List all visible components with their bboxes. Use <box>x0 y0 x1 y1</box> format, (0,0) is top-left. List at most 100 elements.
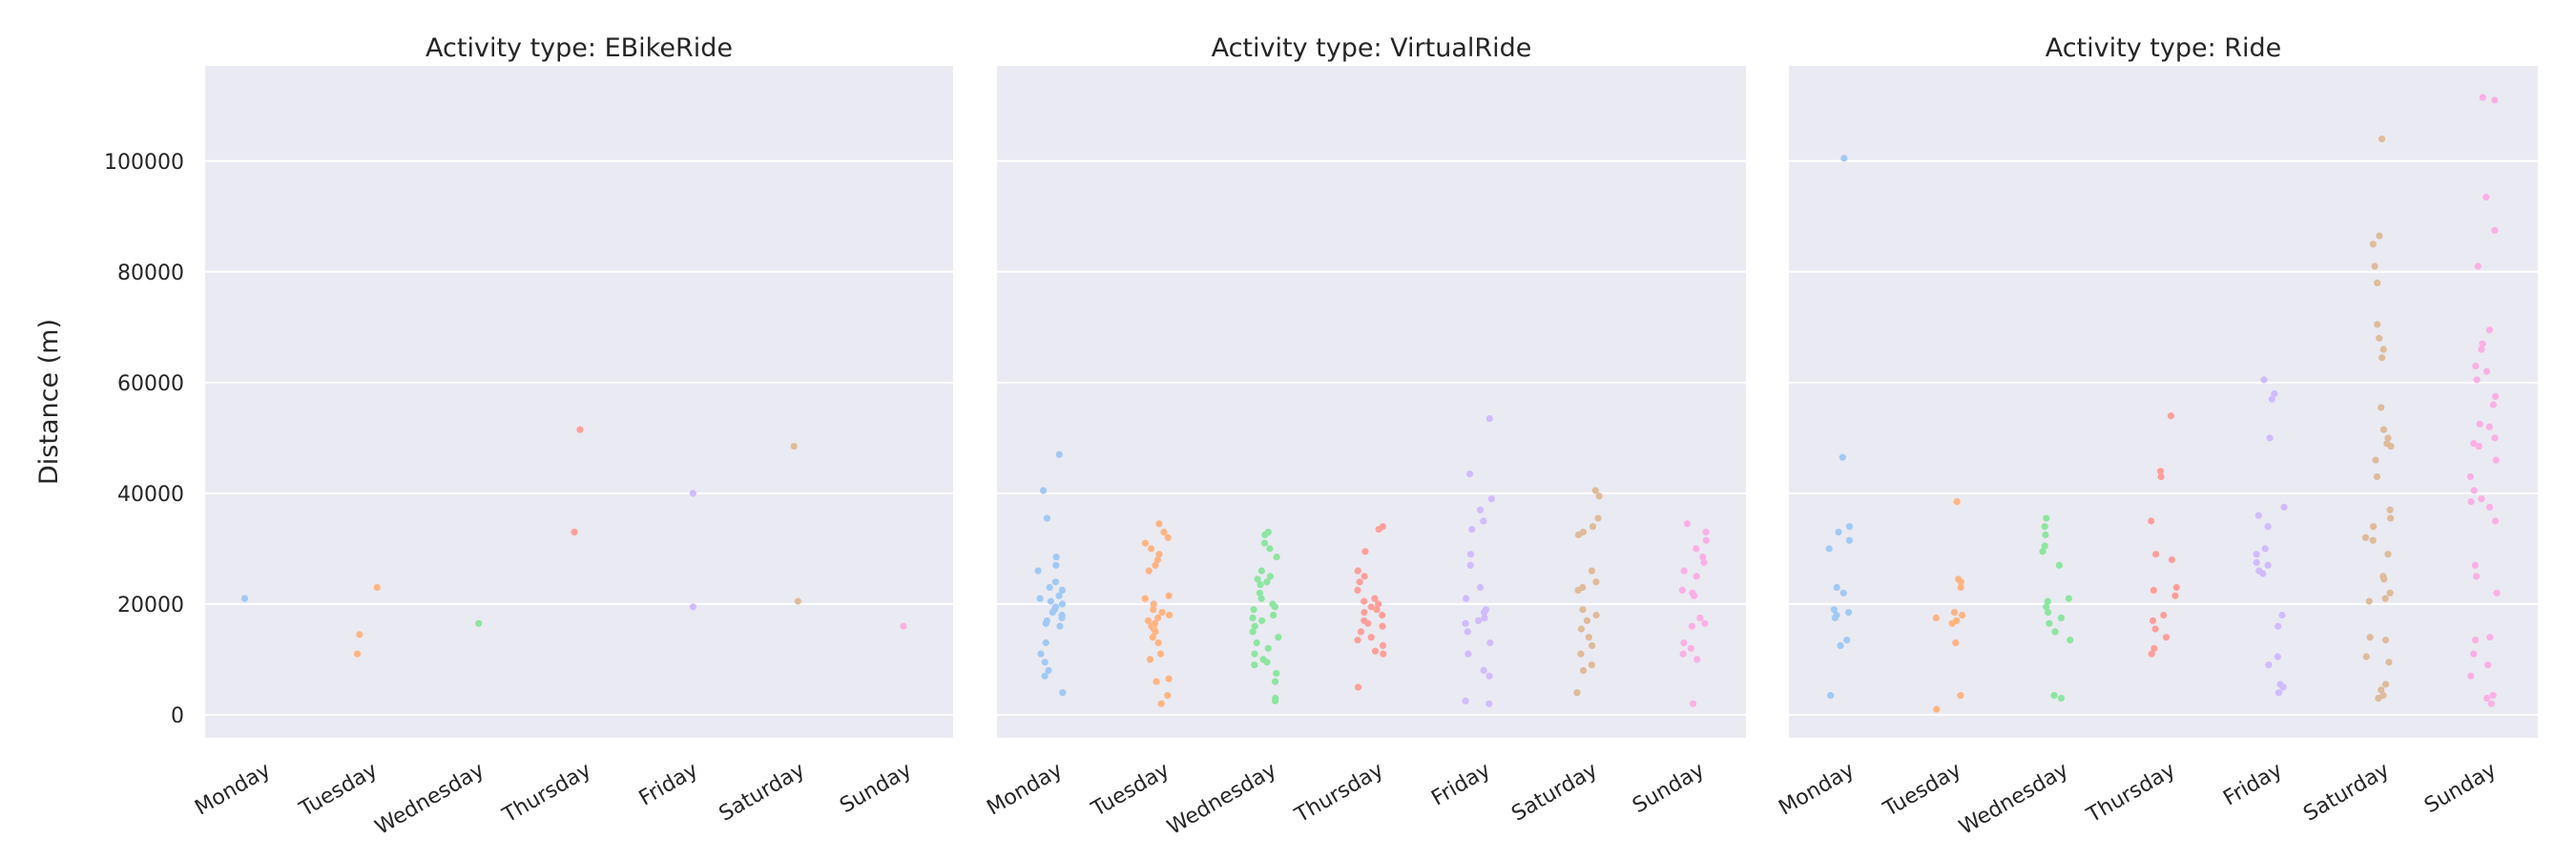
point <box>1260 539 1269 547</box>
point <box>2171 592 2179 599</box>
point <box>2148 517 2155 525</box>
x-tick-label: Saturday <box>716 759 809 827</box>
y-tick-label: 20000 <box>117 594 184 618</box>
point <box>2369 241 2377 248</box>
point <box>1273 553 1280 561</box>
point <box>2042 531 2049 538</box>
point <box>1157 700 1165 707</box>
point <box>1273 669 1280 678</box>
point <box>2386 589 2394 597</box>
point <box>1254 576 1261 583</box>
point <box>1361 608 1368 617</box>
point <box>1364 619 1372 627</box>
point <box>1058 586 1066 594</box>
point <box>2376 334 2383 343</box>
point <box>1380 650 1387 658</box>
x-tick-label: Thursday <box>2083 759 2180 828</box>
point <box>576 426 584 433</box>
panel-title: Activity type: VirtualRide <box>1212 33 1532 63</box>
point <box>2148 650 2155 658</box>
point <box>571 528 578 536</box>
point <box>1679 650 1687 658</box>
point <box>1155 520 1163 528</box>
point <box>1476 506 1485 513</box>
point <box>1371 647 1380 655</box>
point <box>1588 567 1596 575</box>
x-tick-label: Saturday <box>1507 759 1601 827</box>
point <box>2476 420 2483 428</box>
point <box>2362 653 2370 660</box>
point <box>1258 617 1266 624</box>
point <box>2474 262 2482 270</box>
point <box>1275 634 1282 641</box>
point <box>2384 434 2392 442</box>
point <box>1833 583 1840 592</box>
point <box>1480 666 1487 675</box>
x-tick-label: Wednesday <box>1164 759 1281 840</box>
point <box>2150 644 2158 652</box>
point <box>2485 326 2493 334</box>
point <box>1957 578 1964 586</box>
point <box>1465 470 1474 478</box>
point <box>2467 672 2475 680</box>
point <box>1693 573 1700 580</box>
point <box>1466 551 1475 558</box>
point <box>1037 650 1045 658</box>
point <box>1034 567 1042 575</box>
point <box>2487 700 2495 707</box>
point <box>1357 628 1364 636</box>
point <box>1480 608 1488 617</box>
point <box>2268 395 2275 403</box>
point <box>1049 608 1056 617</box>
point <box>1056 622 1064 630</box>
point <box>2475 442 2483 450</box>
point <box>1932 614 1940 621</box>
point <box>2381 637 2390 644</box>
point <box>1153 555 1162 564</box>
point <box>2491 517 2500 525</box>
y-tick-label: 100000 <box>104 151 184 175</box>
x-tick-label: Monday <box>191 759 275 821</box>
point <box>1150 606 1157 614</box>
point <box>1594 514 1602 522</box>
point <box>2162 634 2171 641</box>
point <box>1249 614 1257 621</box>
point <box>2379 426 2388 433</box>
point <box>1462 595 1470 602</box>
point <box>1379 622 1386 630</box>
plot-background <box>997 66 1746 738</box>
point <box>1693 656 1701 663</box>
point <box>1250 606 1257 614</box>
point <box>1367 603 1375 611</box>
point <box>2493 589 2501 597</box>
point <box>1354 637 1361 644</box>
point <box>1256 589 1264 597</box>
point <box>1266 545 1274 553</box>
point <box>1696 614 1704 621</box>
point <box>1153 678 1160 685</box>
point <box>1577 625 1586 633</box>
point <box>2266 434 2274 442</box>
x-tick-label: Tuesday <box>1087 759 1174 823</box>
point <box>2387 442 2395 450</box>
point <box>2381 595 2389 602</box>
x-tick-label: Wednesday <box>371 759 488 840</box>
point <box>1840 155 1848 162</box>
point <box>1367 634 1375 641</box>
point <box>2378 135 2386 143</box>
point <box>2261 545 2269 553</box>
point <box>2385 659 2393 666</box>
point <box>2156 468 2165 475</box>
point <box>1843 637 1851 644</box>
point <box>1579 666 1588 675</box>
point <box>1046 583 1053 592</box>
point <box>2264 561 2272 569</box>
x-tick-label: Thursday <box>498 759 595 828</box>
point <box>2265 661 2273 669</box>
point <box>1141 539 1149 547</box>
x-tick-label: Tuesday <box>1879 759 1965 823</box>
point <box>1154 639 1162 647</box>
point <box>1257 580 1264 589</box>
point <box>1354 567 1361 575</box>
point <box>2489 401 2497 409</box>
